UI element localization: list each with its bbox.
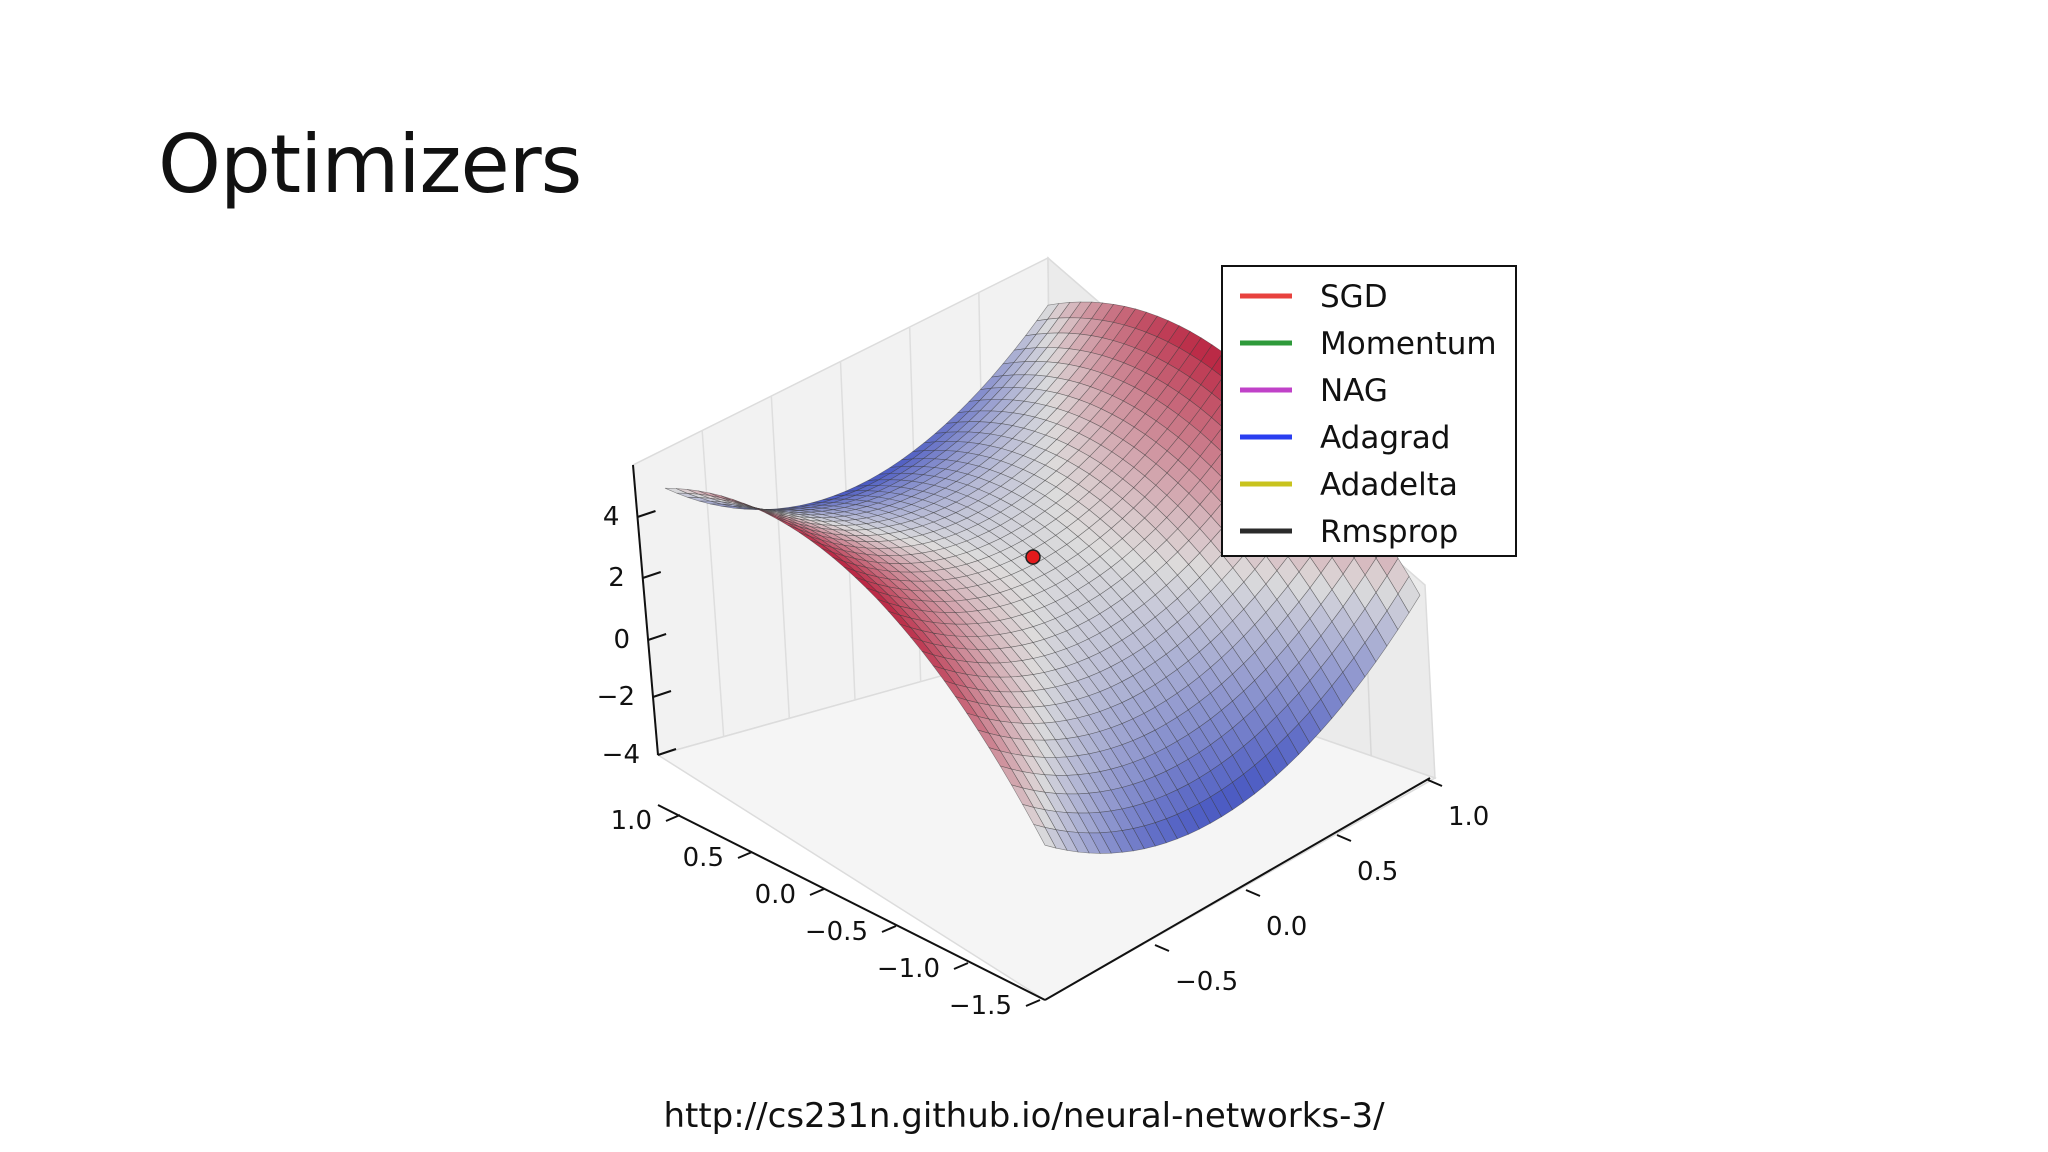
z-tick-label: −2 — [597, 682, 635, 712]
x-tick-mark — [881, 925, 897, 933]
y-tick-mark — [1245, 889, 1261, 897]
z-tick-mark — [642, 571, 662, 579]
y-tick-label: −0.5 — [1175, 967, 1238, 997]
legend-label: Adagrad — [1320, 420, 1450, 456]
x-tick-mark — [809, 888, 825, 896]
x-tick-label: −0.5 — [805, 917, 868, 947]
y-tick-mark — [1154, 944, 1170, 952]
z-tick-mark — [637, 510, 656, 518]
x-axis-ticks: 1.0 0.5 0.0 −0.5 −1.0 −1.5 — [611, 806, 1041, 1021]
y-tick-label: 1.0 — [1448, 802, 1489, 832]
legend-label: Adadelta — [1320, 467, 1458, 503]
x-tick-mark — [737, 851, 753, 859]
x-axis-line — [657, 804, 1046, 1001]
x-tick-label: 1.0 — [611, 806, 652, 836]
grid-line — [701, 430, 725, 737]
legend-label: SGD — [1320, 279, 1388, 315]
z-tick-mark — [652, 690, 672, 698]
z-axis-ticks: 4 2 0 −2 −4 — [597, 502, 677, 770]
legend-label: Rmsprop — [1320, 514, 1458, 550]
y-tick-mark — [1427, 779, 1443, 787]
y-tick-label: 0.5 — [1357, 857, 1398, 887]
y-axis-ticks: 1.0 0.5 0.0 −0.5 — [1154, 779, 1489, 997]
z-axis-line — [632, 464, 659, 756]
surface-facet — [1033, 824, 1057, 849]
z-tick-label: 2 — [608, 563, 625, 593]
z-tick-mark — [657, 748, 677, 756]
z-tick-label: −4 — [602, 740, 640, 770]
legend-label: NAG — [1320, 373, 1388, 409]
x-tick-label: 0.0 — [755, 880, 796, 910]
source-link[interactable]: http://cs231n.github.io/neural-networks-… — [663, 1096, 1385, 1136]
legend: SGD Momentum NAG Adagrad Adadelta Rmsprop — [1221, 265, 1517, 557]
x-tick-mark — [665, 814, 681, 822]
slide-title: Optimizers — [158, 118, 582, 211]
axis-lines — [632, 464, 1431, 1001]
z-tick-mark — [647, 633, 667, 641]
x-tick-label: −1.0 — [877, 954, 940, 984]
x-tick-label: −1.5 — [949, 991, 1012, 1021]
x-tick-mark — [953, 962, 969, 970]
legend-box — [1221, 265, 1517, 557]
surface-mesh — [664, 301, 1421, 854]
z-tick-label: 4 — [603, 502, 620, 532]
grid-line — [770, 395, 791, 719]
x-tick-label: 0.5 — [683, 843, 724, 873]
y-tick-label: 0.0 — [1266, 912, 1307, 942]
x-tick-mark — [1025, 999, 1041, 1007]
start-point-marker — [1025, 549, 1041, 565]
y-axis-line — [1044, 777, 1431, 1001]
legend-label: Momentum — [1320, 326, 1497, 362]
z-tick-label: 0 — [614, 625, 631, 655]
y-tick-mark — [1336, 834, 1352, 842]
